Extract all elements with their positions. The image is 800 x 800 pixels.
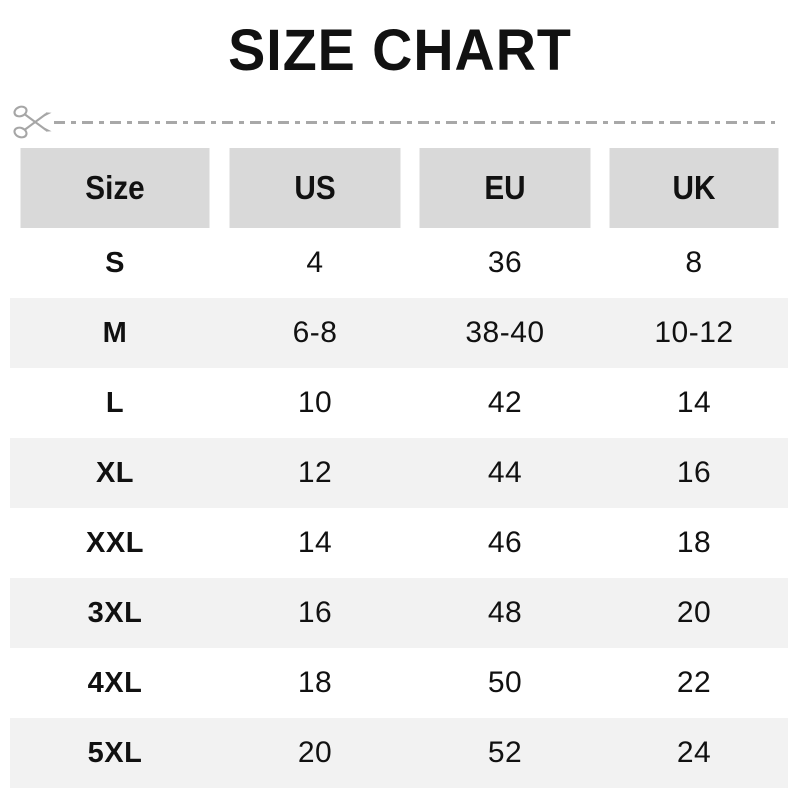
cell-size: XXL — [10, 508, 220, 578]
column-header-us: US — [229, 148, 401, 228]
cell-us: 10 — [220, 368, 410, 438]
cell-size: XL — [10, 438, 220, 508]
table-header-row: Size US EU UK — [10, 148, 788, 228]
table-row: 3XL 16 48 20 — [10, 578, 788, 648]
table-row: 5XL 20 52 24 — [10, 718, 788, 788]
cell-size: 5XL — [10, 718, 220, 788]
cell-us: 16 — [220, 578, 410, 648]
cell-us: 18 — [220, 648, 410, 718]
cell-eu: 42 — [410, 368, 600, 438]
cell-eu: 38-40 — [410, 298, 600, 368]
cell-eu: 46 — [410, 508, 600, 578]
cell-size: S — [10, 228, 220, 298]
table-row: S 4 36 8 — [10, 228, 788, 298]
cell-us: 12 — [220, 438, 410, 508]
cell-eu: 44 — [410, 438, 600, 508]
cell-uk: 16 — [600, 438, 788, 508]
table-row: M 6-8 38-40 10-12 — [10, 298, 788, 368]
cell-us: 14 — [220, 508, 410, 578]
cell-size: L — [10, 368, 220, 438]
cell-uk: 22 — [600, 648, 788, 718]
cell-eu: 48 — [410, 578, 600, 648]
table-row: XL 12 44 16 — [10, 438, 788, 508]
cell-uk: 24 — [600, 718, 788, 788]
cell-uk: 8 — [600, 228, 788, 298]
cell-us: 6-8 — [220, 298, 410, 368]
cell-size: M — [10, 298, 220, 368]
cut-line — [10, 100, 788, 144]
cell-eu: 52 — [410, 718, 600, 788]
column-header-eu: EU — [419, 148, 591, 228]
cell-size: 4XL — [10, 648, 220, 718]
cell-size: 3XL — [10, 578, 220, 648]
cell-eu: 50 — [410, 648, 600, 718]
cell-us: 4 — [220, 228, 410, 298]
cell-us: 20 — [220, 718, 410, 788]
table-row: XXL 14 46 18 — [10, 508, 788, 578]
table-row: 4XL 18 50 22 — [10, 648, 788, 718]
cell-uk: 18 — [600, 508, 788, 578]
scissors-icon — [10, 102, 56, 142]
cell-uk: 10-12 — [600, 298, 788, 368]
cell-eu: 36 — [410, 228, 600, 298]
table-row: L 10 42 14 — [10, 368, 788, 438]
page-title: SIZE CHART — [228, 18, 572, 83]
cell-uk: 20 — [600, 578, 788, 648]
size-chart-table: Size US EU UK S 4 36 8 M 6-8 38-40 10-12… — [10, 148, 788, 788]
column-header-size: Size — [20, 148, 210, 228]
cut-dash-line — [54, 120, 775, 124]
column-header-uk: UK — [609, 148, 779, 228]
table-body: S 4 36 8 M 6-8 38-40 10-12 L 10 42 14 XL… — [10, 228, 788, 788]
cell-uk: 14 — [600, 368, 788, 438]
